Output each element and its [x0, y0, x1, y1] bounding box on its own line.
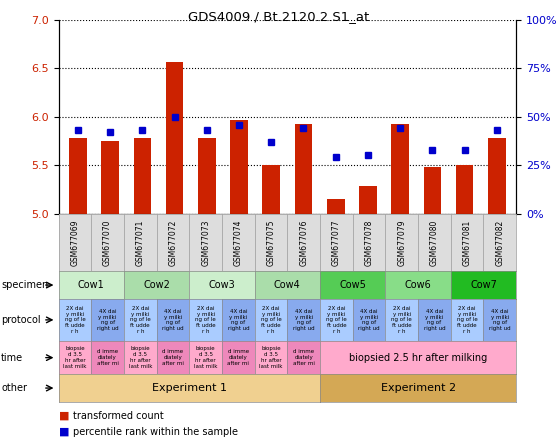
Text: 4X dai
y milki
ng of
right ud: 4X dai y milki ng of right ud — [228, 309, 249, 331]
Text: GDS4009 / Bt.2120.2.S1_at: GDS4009 / Bt.2120.2.S1_at — [189, 10, 369, 23]
Bar — [488, 138, 506, 214]
Text: 4X dai
y milki
ng of
right ud: 4X dai y milki ng of right ud — [489, 309, 511, 331]
Text: GSM677082: GSM677082 — [496, 219, 504, 266]
Text: ■: ■ — [59, 427, 73, 437]
Text: Experiment 1: Experiment 1 — [152, 383, 227, 393]
Text: GSM677070: GSM677070 — [103, 219, 112, 266]
Text: Cow7: Cow7 — [470, 280, 497, 290]
Text: GSM677081: GSM677081 — [463, 219, 472, 266]
Text: 4X dai
y milki
ng of
right ud: 4X dai y milki ng of right ud — [424, 309, 445, 331]
Text: Cow5: Cow5 — [339, 280, 366, 290]
Text: percentile rank within the sample: percentile rank within the sample — [73, 427, 238, 437]
Text: 2X dai
y milki
ng of le
ft udde
r h: 2X dai y milki ng of le ft udde r h — [391, 306, 412, 334]
Text: Cow2: Cow2 — [143, 280, 170, 290]
Bar — [230, 120, 248, 214]
Text: 4X dai
y milki
ng of
right ud: 4X dai y milki ng of right ud — [162, 309, 184, 331]
Text: GSM677075: GSM677075 — [267, 219, 276, 266]
Text: biopsie
d 3.5
hr after
last milk: biopsie d 3.5 hr after last milk — [259, 346, 283, 369]
Text: Cow6: Cow6 — [405, 280, 431, 290]
Text: 2X dai
y milki
ng of le
ft udde
r h: 2X dai y milki ng of le ft udde r h — [130, 306, 151, 334]
Text: GSM677071: GSM677071 — [136, 219, 145, 266]
Text: Cow1: Cow1 — [78, 280, 105, 290]
Text: other: other — [1, 383, 27, 393]
Text: 4X dai
y milki
ng of
right ud: 4X dai y milki ng of right ud — [293, 309, 315, 331]
Text: biopsied 2.5 hr after milking: biopsied 2.5 hr after milking — [349, 353, 487, 363]
Text: ■: ■ — [59, 411, 73, 421]
Text: GSM677072: GSM677072 — [169, 219, 177, 266]
Text: d imme
diately
after mi: d imme diately after mi — [97, 349, 118, 366]
Bar — [166, 62, 184, 214]
Bar — [327, 199, 345, 214]
Text: Cow3: Cow3 — [209, 280, 235, 290]
Text: 2X dai
y milki
ng of le
ft udde
r h: 2X dai y milki ng of le ft udde r h — [261, 306, 281, 334]
Text: d imme
diately
after mi: d imme diately after mi — [228, 349, 249, 366]
Text: 2X dai
y milki
ng of le
ft udde
r h: 2X dai y milki ng of le ft udde r h — [457, 306, 478, 334]
Text: GSM677073: GSM677073 — [201, 219, 210, 266]
Bar — [391, 123, 409, 214]
Text: 2X dai
y milki
ng of le
ft udde
r h: 2X dai y milki ng of le ft udde r h — [65, 306, 85, 334]
Bar — [69, 138, 87, 214]
Bar — [102, 141, 119, 214]
Bar — [198, 138, 216, 214]
Text: time: time — [1, 353, 23, 363]
Text: specimen: specimen — [1, 280, 49, 290]
Bar — [133, 138, 151, 214]
Text: protocol: protocol — [1, 315, 41, 325]
Text: d imme
diately
after mi: d imme diately after mi — [293, 349, 315, 366]
Bar — [295, 123, 312, 214]
Text: 2X dai
y milki
ng of le
ft udde
r h: 2X dai y milki ng of le ft udde r h — [326, 306, 347, 334]
Text: biopsie
d 3.5
hr after
last milk: biopsie d 3.5 hr after last milk — [194, 346, 218, 369]
Text: biopsie
d 3.5
hr after
last milk: biopsie d 3.5 hr after last milk — [128, 346, 152, 369]
Text: 4X dai
y milki
ng of
right ud: 4X dai y milki ng of right ud — [358, 309, 380, 331]
Text: GSM677078: GSM677078 — [364, 219, 373, 266]
Text: GSM677079: GSM677079 — [397, 219, 406, 266]
Text: Experiment 2: Experiment 2 — [381, 383, 456, 393]
Text: Cow4: Cow4 — [274, 280, 301, 290]
Text: GSM677074: GSM677074 — [234, 219, 243, 266]
Text: GSM677076: GSM677076 — [299, 219, 308, 266]
Text: GSM677080: GSM677080 — [430, 219, 439, 266]
Bar — [424, 167, 441, 214]
Text: transformed count: transformed count — [73, 411, 163, 421]
Text: d imme
diately
after mi: d imme diately after mi — [162, 349, 184, 366]
Bar — [456, 165, 473, 214]
Bar — [359, 186, 377, 214]
Text: GSM677069: GSM677069 — [70, 219, 79, 266]
Text: 4X dai
y milki
ng of
right ud: 4X dai y milki ng of right ud — [97, 309, 118, 331]
Text: 2X dai
y milki
ng of le
ft udde
r h: 2X dai y milki ng of le ft udde r h — [195, 306, 216, 334]
Text: biopsie
d 3.5
hr after
last milk: biopsie d 3.5 hr after last milk — [63, 346, 86, 369]
Text: GSM677077: GSM677077 — [332, 219, 341, 266]
Bar — [262, 165, 280, 214]
